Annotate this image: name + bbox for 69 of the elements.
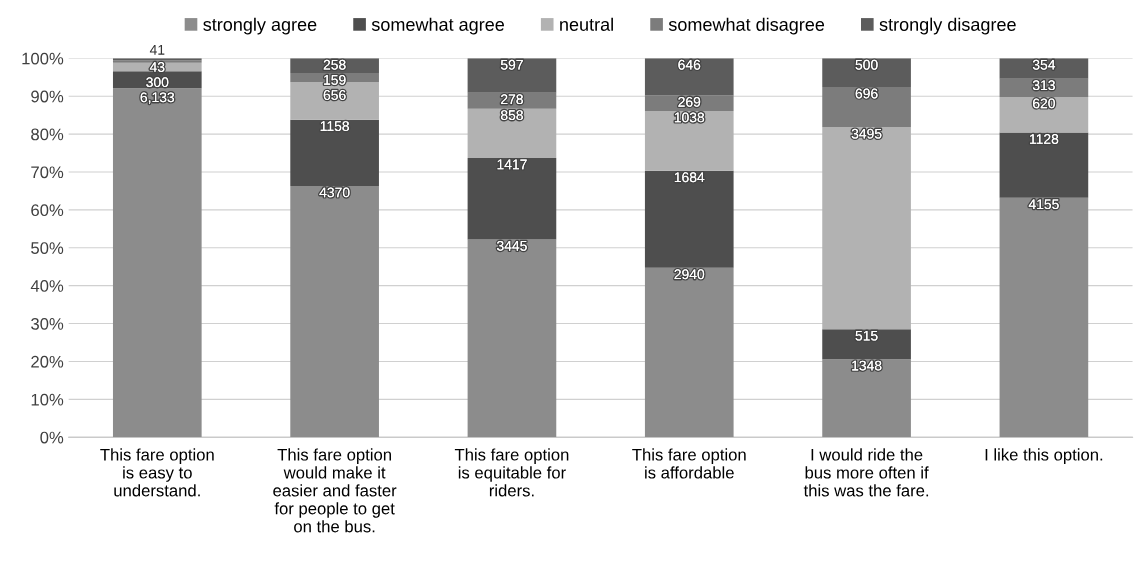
annotation: 269: [678, 96, 701, 107]
annotation: 3445: [497, 240, 527, 251]
bar: [644, 110, 734, 171]
legend-label: somewhat agree: [371, 17, 504, 35]
legend-label: strongly agree: [203, 17, 317, 35]
annotation: 354: [1032, 59, 1056, 70]
bar: [290, 186, 379, 438]
annotation: 4155: [1028, 199, 1059, 210]
annotation: 4370: [319, 187, 350, 198]
annotation: 2940: [674, 269, 705, 280]
annotation: 620: [1033, 98, 1055, 109]
annotation: 1348: [852, 360, 882, 371]
legend-label: strongly disagree: [879, 17, 1016, 35]
x-tick-label: This fare option is easy to understand.: [100, 448, 214, 497]
bar: [999, 197, 1089, 438]
annotation: 159: [324, 74, 346, 85]
bar: [822, 127, 911, 330]
annotation: 646: [678, 59, 701, 70]
bar: [112, 88, 202, 438]
bar: [999, 96, 1089, 133]
y-tick-label: 80%: [31, 128, 64, 141]
x-tick-label: I like this option.: [985, 448, 1103, 464]
annotation: 500: [855, 59, 878, 70]
annotation: 1128: [1030, 134, 1059, 144]
bar: [999, 132, 1089, 198]
x-tick-label: This fare option is affordable: [632, 448, 746, 479]
bar: [467, 108, 557, 158]
y-tick-label: 0%: [40, 431, 64, 444]
y-tick-label: 70%: [31, 166, 64, 179]
annotation: 1417: [497, 159, 527, 170]
legend-label: neutral: [560, 17, 613, 31]
y-tick-label: 20%: [31, 355, 64, 368]
y-tick-label: 50%: [31, 242, 64, 254]
annotation: 258: [323, 59, 346, 70]
annotation: 41: [149, 45, 165, 55]
x-tick-label: I would ride the bus more often if this was the fare.: [803, 448, 929, 497]
y-tick-label: 60%: [31, 204, 64, 217]
y-tick-label: 10%: [31, 393, 64, 406]
bar: [467, 58, 557, 93]
annotation: 43: [149, 62, 165, 72]
bar: [822, 329, 911, 360]
y-tick-label: 90%: [31, 90, 64, 103]
bar: [467, 157, 557, 240]
legend-label: somewhat disagree: [668, 17, 825, 35]
bar: [644, 58, 734, 96]
y-tick-label: 100%: [22, 52, 64, 65]
annotation: 656: [323, 90, 346, 100]
annotation: 3495: [851, 128, 882, 139]
annotation: 515: [855, 330, 878, 341]
annotation: 858: [500, 110, 523, 121]
annotation: 597: [500, 59, 523, 70]
y-tick-label: 30%: [31, 317, 64, 330]
x-tick-label: This fare option would make it easier and faster for people to get on the bus.: [273, 448, 397, 533]
annotation: 1684: [674, 172, 705, 183]
x-tick-label: This fare option is equitable for riders.: [454, 448, 569, 497]
bar: [644, 170, 734, 268]
bar: [644, 267, 734, 438]
annotation: 300: [146, 77, 169, 88]
annotation: 1158: [320, 121, 349, 132]
annotation: 313: [1032, 80, 1055, 91]
annotation: 1038: [674, 112, 705, 123]
bar: [467, 239, 557, 438]
annotation: 6,133: [140, 92, 175, 104]
bar: [822, 359, 911, 438]
bar: [290, 119, 379, 187]
bar: [822, 87, 911, 128]
y-tick-label: 40%: [30, 280, 64, 292]
annotation: 278: [501, 94, 523, 105]
annotation: 696: [855, 88, 878, 99]
